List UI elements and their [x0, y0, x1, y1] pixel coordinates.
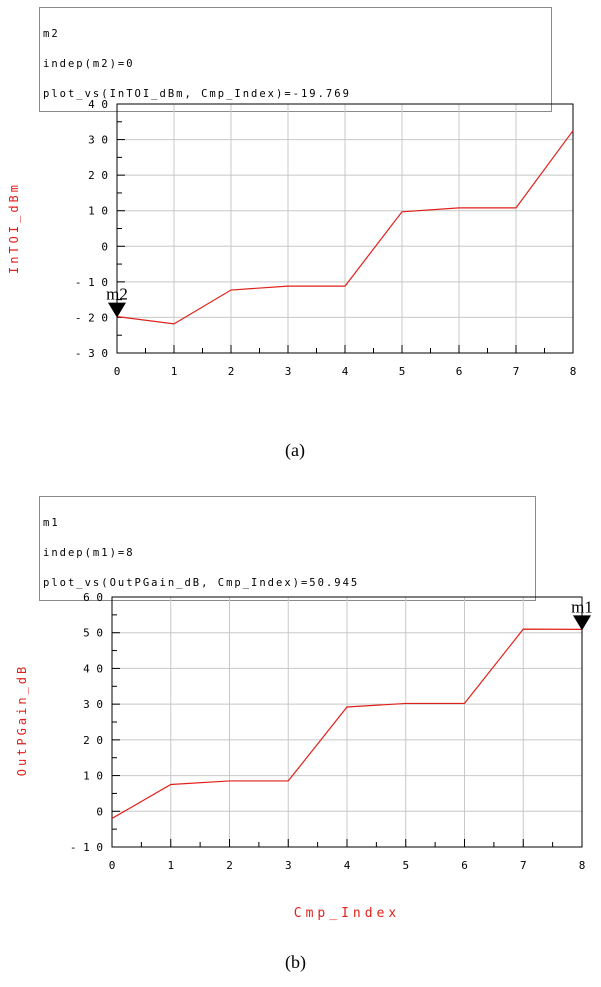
y-tick-label: 1 0: [88, 205, 108, 218]
marker-readout-line: plot_vs(InTOI_dBm, Cmp_Index)=-19.769: [43, 88, 351, 100]
marker-readout-a: m2 indep(m2)=0 plot_vs(InTOI_dBm, Cmp_In…: [39, 7, 552, 112]
y-tick-label: 5 0: [83, 627, 103, 640]
caption-a: (a): [285, 440, 305, 460]
y-tick-label: - 1 0: [70, 841, 103, 854]
caption-b: (b): [285, 952, 306, 972]
y-tick-label: - 2 0: [75, 311, 108, 324]
marker-readout-line: m2: [43, 28, 60, 40]
chart-a: 0 1 2 3 4 5 6 7 8 - 3 0 - 2 0 - 1 0 0 1 0 2 0 3 0 4 0 InT…: [7, 98, 576, 378]
x-tick-label: 7: [513, 365, 520, 378]
marker-triangle[interactable]: [573, 615, 591, 631]
y-axis-label: OutPGain_dB: [15, 664, 29, 776]
series-line: [111, 628, 583, 819]
marker-readout-line: indep(m2)=0: [43, 58, 135, 70]
x-axis-label: Cmp_Index: [294, 906, 400, 921]
y-tick-label: 1 0: [83, 770, 103, 783]
y-tick-label: 6 0: [83, 591, 103, 604]
x-tick-label: 8: [579, 859, 586, 872]
y-tick-label: 2 0: [88, 169, 108, 182]
y-axis-label: InTOI_dBm: [7, 182, 21, 274]
x-tick-label: 7: [520, 859, 527, 872]
x-tick-label: 6: [461, 859, 468, 872]
y-tick-label: 0: [96, 805, 103, 818]
x-tick-label: 4: [342, 365, 349, 378]
y-tick-label: 2 0: [83, 734, 103, 747]
x-tick-label: 1: [167, 859, 174, 872]
x-tick-label: 1: [171, 365, 178, 378]
y-tick-label: - 1 0: [75, 276, 108, 289]
marker-readout-line: indep(m1)=8: [43, 547, 135, 559]
x-tick-label: 6: [456, 365, 463, 378]
marker-readout-line: m1: [43, 517, 60, 529]
x-tick-label: 5: [399, 365, 406, 378]
x-tick-label: 2: [226, 859, 233, 872]
marker-label: m2: [106, 285, 128, 304]
x-tick-label: 0: [109, 859, 116, 872]
marker-triangle[interactable]: [108, 302, 126, 318]
series-line: [116, 130, 574, 325]
x-tick-label: 3: [285, 365, 292, 378]
x-tick-label: 5: [402, 859, 409, 872]
x-tick-label: 3: [285, 859, 292, 872]
y-tick-label: 3 0: [83, 698, 103, 711]
chart-b: 0 1 2 3 4 5 6 7 8 - 1 0 0 1 0 2 0 3 0 4 0 5 0 6 0 OutPGai…: [15, 591, 593, 921]
x-tick-label: 2: [228, 365, 235, 378]
x-tick-label: 4: [344, 859, 351, 872]
x-tick-label: 0: [114, 365, 121, 378]
y-tick-label: 4 0: [83, 662, 103, 675]
y-tick-label: - 3 0: [75, 347, 108, 360]
y-tick-label: 4 0: [88, 98, 108, 111]
marker-readout-line: plot_vs(OutPGain_dB, Cmp_Index)=50.945: [43, 577, 360, 589]
y-tick-label: 0: [101, 240, 108, 253]
y-tick-label: 3 0: [88, 134, 108, 147]
marker-label: m1: [571, 597, 593, 616]
marker-readout-b: m1 indep(m1)=8 plot_vs(OutPGain_dB, Cmp_…: [39, 496, 536, 601]
x-tick-label: 8: [570, 365, 577, 378]
